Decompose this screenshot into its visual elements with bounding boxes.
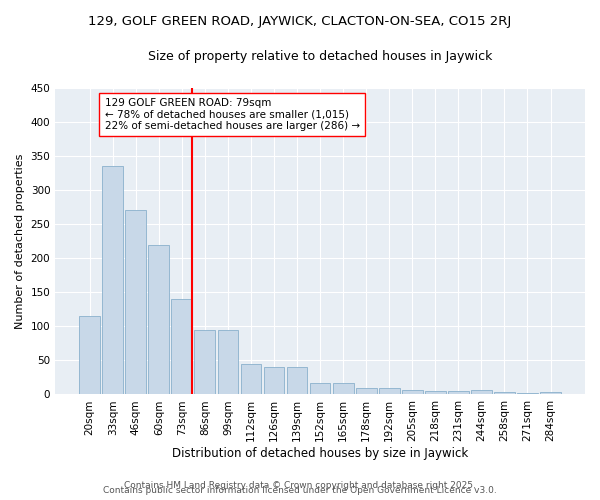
Bar <box>263 367 284 394</box>
Bar <box>448 391 469 394</box>
Bar <box>402 390 422 394</box>
Text: 129 GOLF GREEN ROAD: 79sqm
← 78% of detached houses are smaller (1,015)
22% of s: 129 GOLF GREEN ROAD: 79sqm ← 78% of deta… <box>104 98 360 131</box>
Text: Contains public sector information licensed under the Open Government Licence v3: Contains public sector information licen… <box>103 486 497 495</box>
Y-axis label: Number of detached properties: Number of detached properties <box>15 154 25 329</box>
Text: Contains HM Land Registry data © Crown copyright and database right 2025.: Contains HM Land Registry data © Crown c… <box>124 481 476 490</box>
Bar <box>79 316 100 394</box>
Bar <box>102 166 123 394</box>
Bar <box>425 391 446 394</box>
Bar <box>356 388 377 394</box>
Bar <box>125 210 146 394</box>
Bar <box>517 393 538 394</box>
X-axis label: Distribution of detached houses by size in Jaywick: Distribution of detached houses by size … <box>172 447 468 460</box>
Bar <box>310 383 331 394</box>
Text: 129, GOLF GREEN ROAD, JAYWICK, CLACTON-ON-SEA, CO15 2RJ: 129, GOLF GREEN ROAD, JAYWICK, CLACTON-O… <box>88 15 512 28</box>
Bar <box>218 330 238 394</box>
Bar <box>241 364 262 394</box>
Bar <box>540 392 561 394</box>
Bar <box>494 392 515 394</box>
Bar <box>333 383 353 394</box>
Bar <box>172 299 192 394</box>
Bar <box>148 244 169 394</box>
Bar <box>287 367 307 394</box>
Bar <box>194 330 215 394</box>
Bar <box>379 388 400 394</box>
Bar <box>471 390 492 394</box>
Title: Size of property relative to detached houses in Jaywick: Size of property relative to detached ho… <box>148 50 492 63</box>
